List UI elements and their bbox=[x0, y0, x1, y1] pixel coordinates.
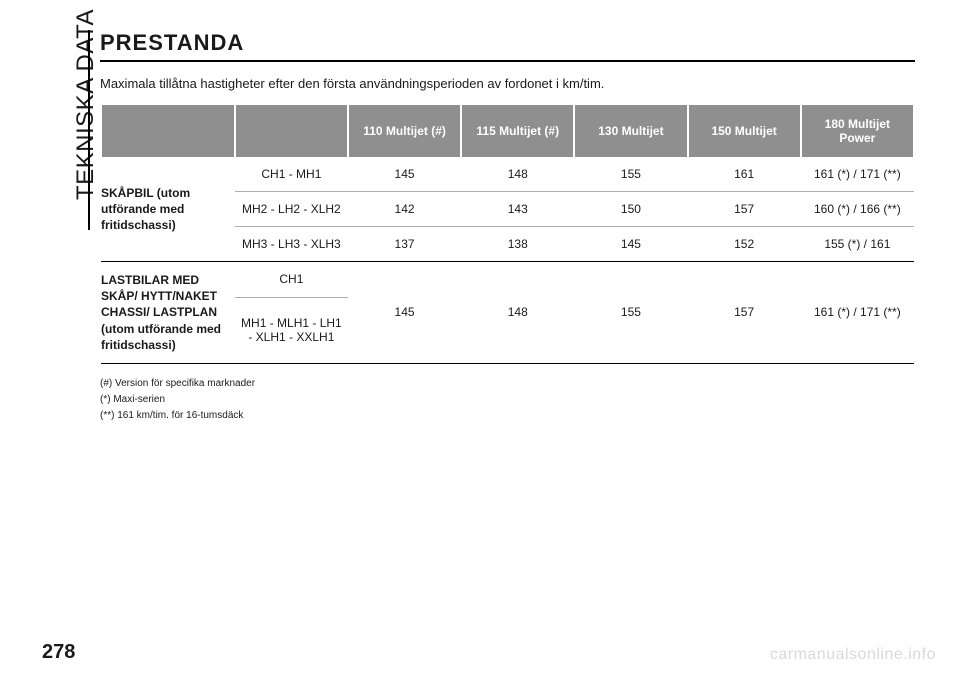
cell: 148 bbox=[461, 262, 574, 364]
th-blank-1 bbox=[101, 105, 235, 157]
cell: 157 bbox=[688, 192, 801, 227]
cell-config: MH3 - LH3 - XLH3 bbox=[235, 227, 348, 262]
cell: 137 bbox=[348, 227, 461, 262]
th-150: 150 Multijet bbox=[688, 105, 801, 157]
cell: 155 bbox=[574, 262, 687, 364]
intro-text: Maximala tillåtna hastigheter efter den … bbox=[100, 76, 915, 91]
page-number: 278 bbox=[42, 641, 75, 664]
cell: 155 (*) / 161 bbox=[801, 227, 914, 262]
cell: 161 (*) / 171 (**) bbox=[801, 262, 914, 364]
th-blank-2 bbox=[235, 105, 348, 157]
th-110: 110 Multijet (#) bbox=[348, 105, 461, 157]
cell: 161 (*) / 171 (**) bbox=[801, 157, 914, 192]
footnote: (#) Version för specifika marknader bbox=[100, 376, 915, 392]
th-180: 180 Multijet Power bbox=[801, 105, 914, 157]
table-row: SKÅPBIL (utom utförande med fritidschass… bbox=[101, 157, 914, 192]
cell: 142 bbox=[348, 192, 461, 227]
cell: 145 bbox=[574, 227, 687, 262]
cell-config: CH1 bbox=[235, 262, 348, 298]
cell: 152 bbox=[688, 227, 801, 262]
footnote: (**) 161 km/tim. för 16-tumsdäck bbox=[100, 408, 915, 424]
cell-config: CH1 - MH1 bbox=[235, 157, 348, 192]
cell: 143 bbox=[461, 192, 574, 227]
table-header-row: 110 Multijet (#) 115 Multijet (#) 130 Mu… bbox=[101, 105, 914, 157]
page-title: PRESTANDA bbox=[100, 30, 915, 62]
group1-label: SKÅPBIL (utom utförande med fritidschass… bbox=[101, 157, 235, 262]
section-label: TEKNISKA DATA bbox=[72, 9, 100, 200]
cell: 145 bbox=[348, 262, 461, 364]
watermark: carmanualsonline.info bbox=[770, 646, 936, 664]
table-row: LASTBILAR MED SKÅP/ HYTT/NAKET CHASSI/ L… bbox=[101, 262, 914, 298]
cell: 138 bbox=[461, 227, 574, 262]
cell: 161 bbox=[688, 157, 801, 192]
cell: 145 bbox=[348, 157, 461, 192]
performance-table: 110 Multijet (#) 115 Multijet (#) 130 Mu… bbox=[100, 105, 915, 364]
th-130: 130 Multijet bbox=[574, 105, 687, 157]
cell: 150 bbox=[574, 192, 687, 227]
cell: 160 (*) / 166 (**) bbox=[801, 192, 914, 227]
cell: 157 bbox=[688, 262, 801, 364]
group2-label: LASTBILAR MED SKÅP/ HYTT/NAKET CHASSI/ L… bbox=[101, 262, 235, 364]
cell-config: MH1 - MLH1 - LH1 - XLH1 - XXLH1 bbox=[235, 297, 348, 363]
footnotes: (#) Version för specifika marknader (*) … bbox=[100, 376, 915, 424]
cell: 148 bbox=[461, 157, 574, 192]
th-115: 115 Multijet (#) bbox=[461, 105, 574, 157]
vertical-rule bbox=[88, 30, 90, 230]
cell-config: MH2 - LH2 - XLH2 bbox=[235, 192, 348, 227]
cell: 155 bbox=[574, 157, 687, 192]
footnote: (*) Maxi-serien bbox=[100, 392, 915, 408]
page-content: PRESTANDA Maximala tillåtna hastigheter … bbox=[100, 30, 915, 424]
